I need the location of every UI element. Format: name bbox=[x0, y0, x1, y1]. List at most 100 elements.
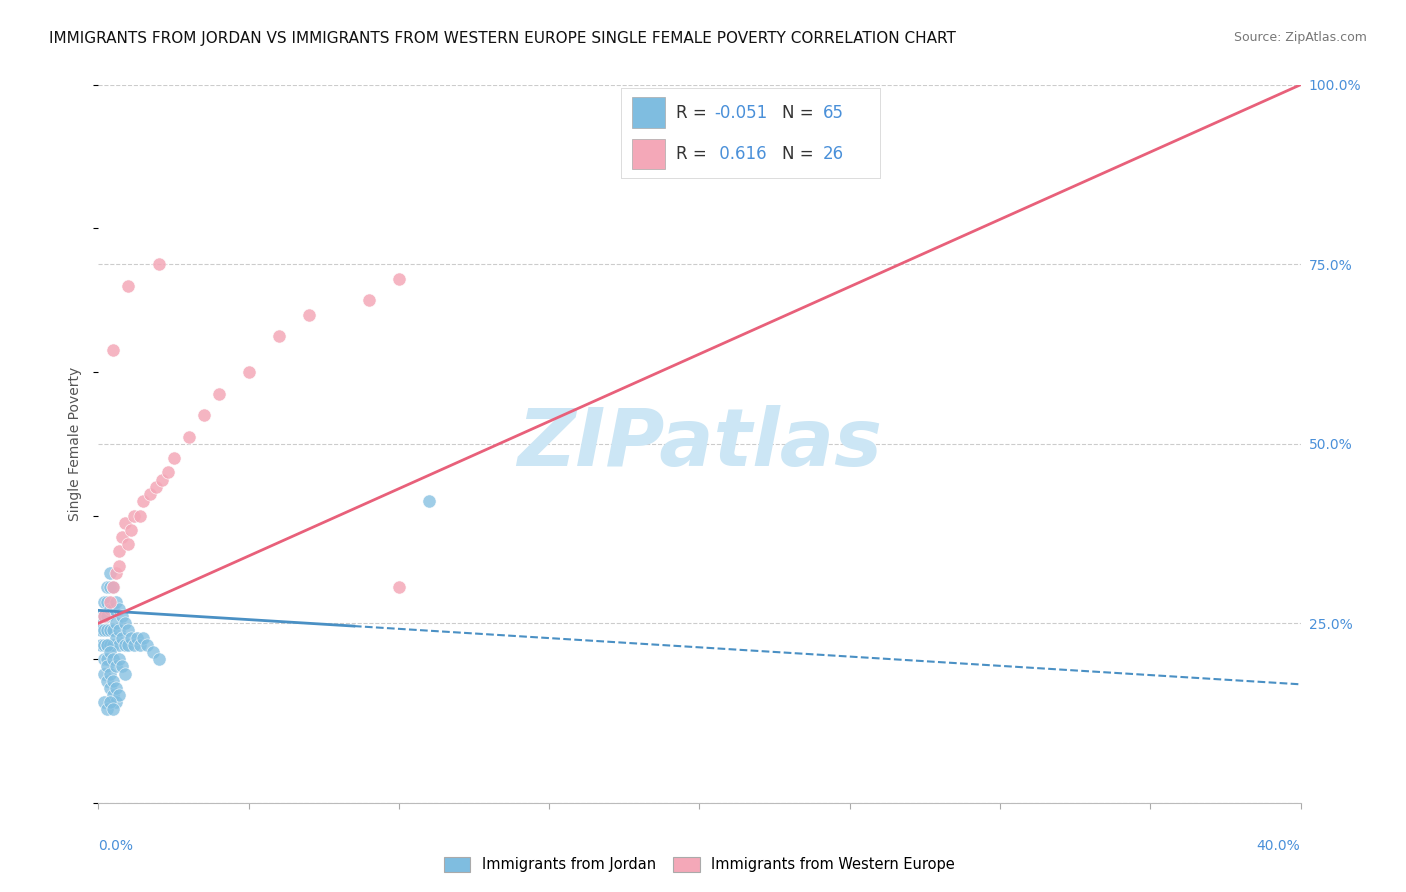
Point bbox=[103, 602, 125, 616]
Point bbox=[150, 473, 173, 487]
Point bbox=[96, 638, 118, 652]
Point bbox=[100, 695, 122, 709]
Point bbox=[96, 595, 118, 609]
Point bbox=[132, 494, 155, 508]
Point bbox=[121, 631, 143, 645]
Point bbox=[103, 624, 125, 638]
Point bbox=[177, 429, 200, 443]
Point bbox=[105, 695, 128, 709]
Point bbox=[124, 638, 146, 652]
Point bbox=[267, 329, 290, 343]
Point bbox=[108, 602, 131, 616]
Point bbox=[117, 537, 139, 551]
Text: Source: ZipAtlas.com: Source: ZipAtlas.com bbox=[1233, 31, 1367, 45]
Point bbox=[298, 308, 321, 322]
Point bbox=[100, 566, 122, 580]
Point bbox=[90, 609, 112, 624]
Point bbox=[93, 695, 115, 709]
Point bbox=[105, 595, 128, 609]
Point bbox=[114, 666, 136, 681]
Point bbox=[96, 652, 118, 666]
Point bbox=[103, 638, 125, 652]
Point bbox=[108, 688, 131, 702]
Point bbox=[93, 595, 115, 609]
Point bbox=[103, 688, 125, 702]
Point bbox=[100, 602, 122, 616]
Point bbox=[100, 666, 122, 681]
Point bbox=[114, 516, 136, 530]
Point bbox=[108, 652, 131, 666]
Point bbox=[145, 480, 167, 494]
Y-axis label: Single Female Poverty: Single Female Poverty bbox=[69, 367, 83, 521]
Point bbox=[117, 278, 139, 293]
Point bbox=[96, 609, 118, 624]
Point bbox=[388, 581, 411, 595]
Point bbox=[108, 544, 131, 558]
Point bbox=[138, 487, 160, 501]
Point bbox=[129, 508, 152, 523]
Point bbox=[117, 638, 139, 652]
Point bbox=[238, 365, 260, 379]
Point bbox=[111, 609, 134, 624]
Point bbox=[100, 645, 122, 659]
Point bbox=[108, 558, 131, 573]
Point bbox=[124, 508, 146, 523]
Point bbox=[103, 652, 125, 666]
Point bbox=[93, 666, 115, 681]
Point bbox=[357, 293, 380, 308]
Point bbox=[388, 271, 411, 285]
Point bbox=[162, 451, 184, 466]
Point bbox=[100, 681, 122, 695]
Point bbox=[90, 624, 112, 638]
Point bbox=[96, 638, 118, 652]
Point bbox=[103, 581, 125, 595]
Point bbox=[105, 616, 128, 631]
Point bbox=[100, 595, 122, 609]
Point bbox=[121, 523, 143, 537]
Point bbox=[418, 494, 440, 508]
Point bbox=[103, 673, 125, 688]
Point bbox=[108, 624, 131, 638]
Point bbox=[127, 631, 149, 645]
Point bbox=[141, 645, 163, 659]
Point bbox=[114, 616, 136, 631]
Point bbox=[105, 566, 128, 580]
Point bbox=[129, 638, 152, 652]
Point bbox=[105, 659, 128, 673]
Point bbox=[96, 659, 118, 673]
Text: 0.0%: 0.0% bbox=[98, 838, 134, 853]
Text: ZIPatlas: ZIPatlas bbox=[517, 405, 882, 483]
Point bbox=[148, 257, 170, 271]
Point bbox=[93, 609, 115, 624]
Point bbox=[111, 659, 134, 673]
Point bbox=[132, 631, 155, 645]
Point bbox=[103, 343, 125, 358]
Text: IMMIGRANTS FROM JORDAN VS IMMIGRANTS FROM WESTERN EUROPE SINGLE FEMALE POVERTY C: IMMIGRANTS FROM JORDAN VS IMMIGRANTS FRO… bbox=[49, 31, 956, 46]
Legend: Immigrants from Jordan, Immigrants from Western Europe: Immigrants from Jordan, Immigrants from … bbox=[439, 851, 960, 878]
Point bbox=[156, 466, 179, 480]
Point bbox=[135, 638, 157, 652]
Point bbox=[90, 638, 112, 652]
Point bbox=[93, 624, 115, 638]
Point bbox=[111, 530, 134, 544]
Point bbox=[100, 624, 122, 638]
Point bbox=[108, 638, 131, 652]
Point bbox=[105, 631, 128, 645]
Point bbox=[103, 702, 125, 716]
Point bbox=[114, 638, 136, 652]
Point bbox=[193, 408, 215, 422]
Point bbox=[105, 681, 128, 695]
Point bbox=[100, 638, 122, 652]
Point bbox=[96, 673, 118, 688]
Point bbox=[148, 652, 170, 666]
Point bbox=[93, 609, 115, 624]
Point bbox=[93, 652, 115, 666]
Point bbox=[111, 631, 134, 645]
Text: 40.0%: 40.0% bbox=[1257, 838, 1301, 853]
Point bbox=[103, 581, 125, 595]
Point bbox=[96, 581, 118, 595]
Point bbox=[93, 638, 115, 652]
Point bbox=[208, 386, 231, 401]
Point bbox=[117, 624, 139, 638]
Point bbox=[96, 702, 118, 716]
